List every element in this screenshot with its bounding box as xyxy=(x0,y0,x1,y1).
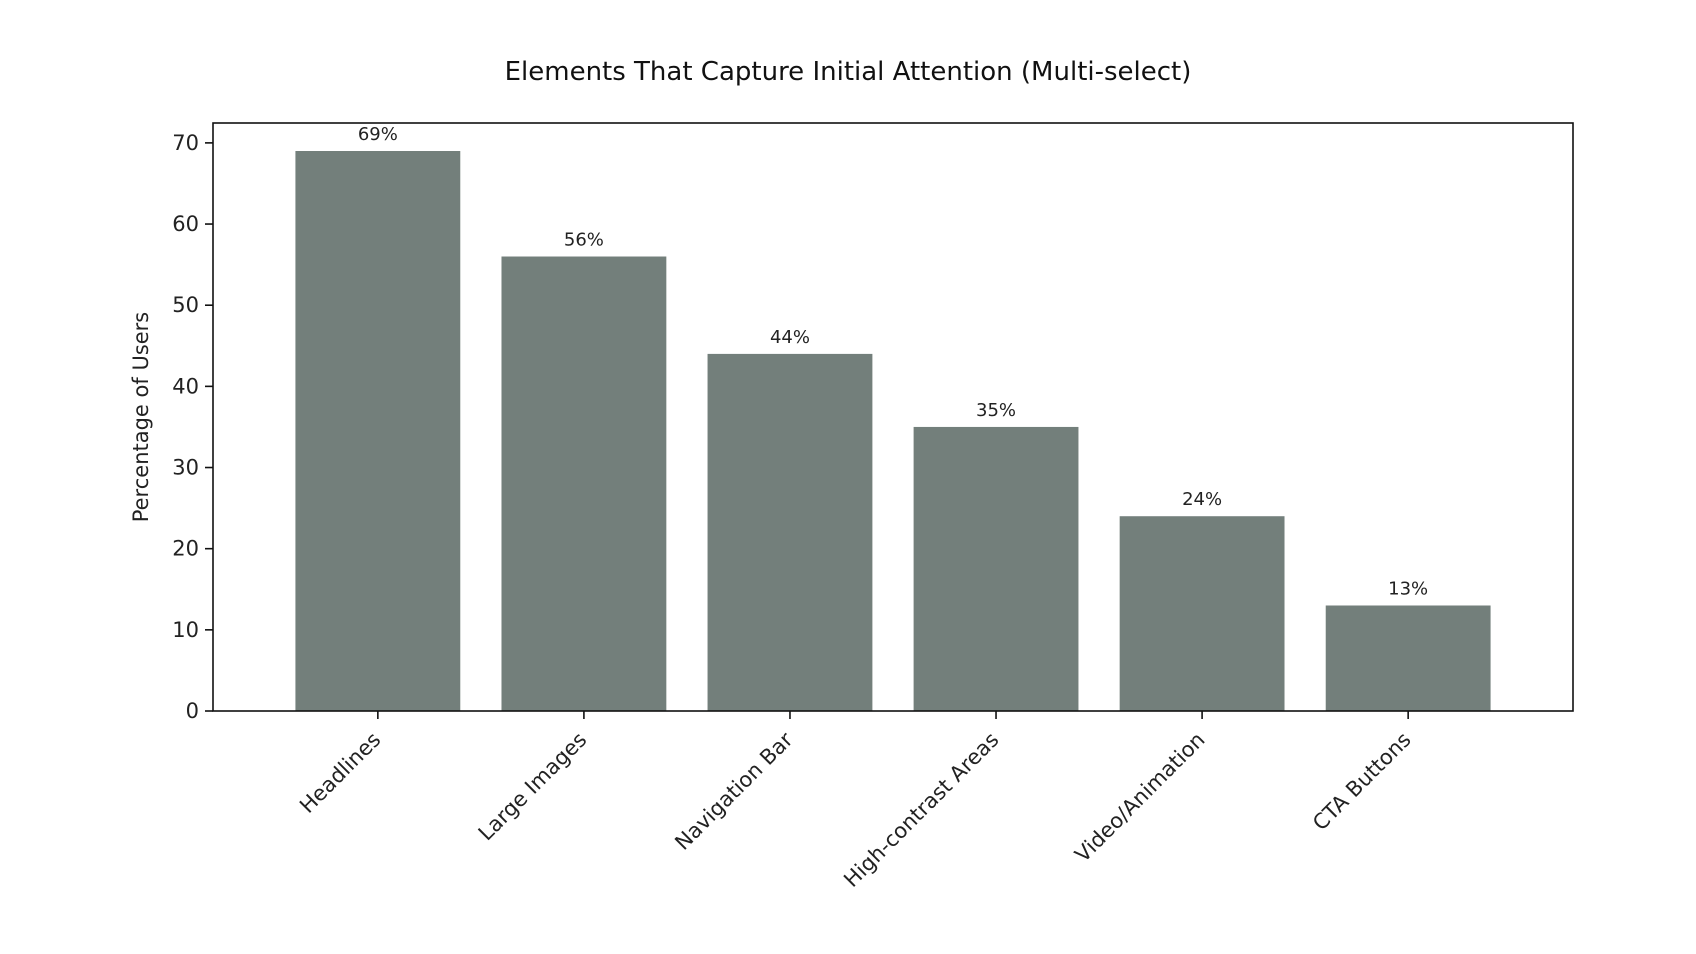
y-tick-label: 40 xyxy=(172,374,199,398)
x-tick-label: High-contrast Areas xyxy=(839,728,1003,892)
data-label: 13% xyxy=(1388,578,1428,599)
data-labels-layer: 69% 56% 44% 35% 24% 13% xyxy=(358,124,1428,599)
bar-high-contrast-areas xyxy=(913,426,1079,711)
y-tick-label: 30 xyxy=(172,456,199,480)
data-label: 35% xyxy=(976,400,1016,421)
y-tick-label: 60 xyxy=(172,212,199,236)
x-axis: Headlines Large Images Navigation Bar High-… xyxy=(295,711,1416,892)
data-label: 56% xyxy=(564,230,604,251)
x-tick-label: Navigation Bar xyxy=(670,727,797,854)
x-tick-label: Headlines xyxy=(295,728,385,818)
x-tick-label: Large Images xyxy=(474,728,592,846)
bar-cta-buttons xyxy=(1325,605,1491,711)
x-tick-label: CTA Buttons xyxy=(1308,728,1416,836)
bar-large-images xyxy=(501,256,667,711)
y-axis: 0 10 20 30 40 50 60 70 xyxy=(172,131,213,723)
bar-video-animation xyxy=(1119,516,1285,711)
plot-frame xyxy=(212,122,1574,712)
data-label: 24% xyxy=(1182,489,1222,510)
bar-navigation-bar xyxy=(707,353,873,711)
y-tick-label: 20 xyxy=(172,537,199,561)
chart-title: Elements That Capture Initial Attention … xyxy=(505,57,1192,87)
x-tick-label: Video/Animation xyxy=(1070,728,1209,867)
data-label: 69% xyxy=(358,124,398,145)
y-tick-label: 0 xyxy=(186,699,199,723)
y-tick-label: 70 xyxy=(172,131,199,155)
bar-headlines xyxy=(295,151,461,711)
y-tick-label: 10 xyxy=(172,618,199,642)
data-label: 44% xyxy=(770,327,810,348)
y-tick-label: 50 xyxy=(172,293,199,317)
y-axis-label: Percentage of Users xyxy=(129,312,153,523)
bars-layer xyxy=(295,151,1491,711)
